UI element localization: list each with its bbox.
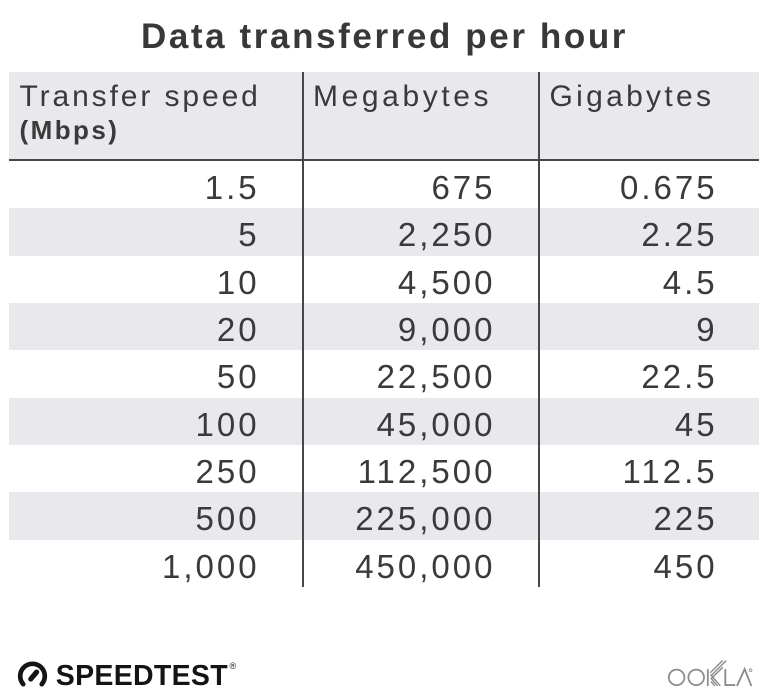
svg-text:SPEEDTEST: SPEEDTEST xyxy=(56,660,228,692)
svg-text:®: ® xyxy=(230,661,237,671)
